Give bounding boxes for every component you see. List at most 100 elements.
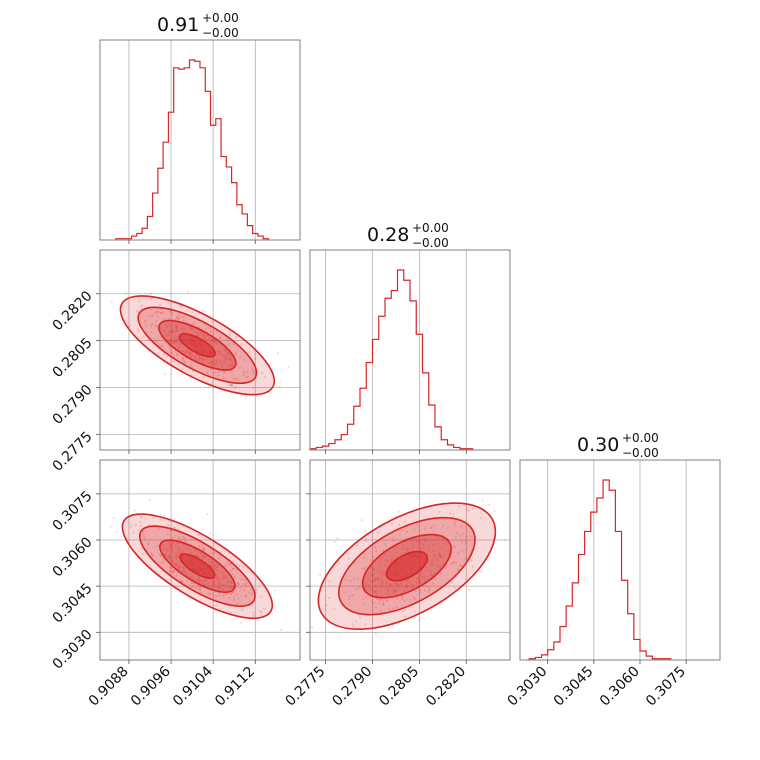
scatter-point-0-2	[186, 574, 189, 577]
scatter-point-1-2	[465, 540, 468, 543]
scatter-point-0-1	[175, 327, 178, 330]
scatter-point-1-2	[406, 548, 409, 551]
scatter-point-0-1	[229, 359, 232, 362]
scatter-point-0-2	[262, 607, 266, 610]
scatter-point-0-1	[224, 354, 227, 357]
scatter-point-0-2	[209, 552, 212, 555]
scatter-point-1-2	[370, 574, 373, 577]
scatter-point-0-2	[172, 542, 175, 545]
scatter-point-0-1	[218, 352, 221, 355]
scatter-point-1-2	[386, 581, 389, 584]
scatter-point-1-2	[378, 601, 381, 604]
scatter-point-0-1	[166, 326, 169, 329]
scatter-point-0-1	[190, 360, 193, 364]
scatter-point-1-2	[391, 536, 394, 539]
scatter-point-0-2	[137, 529, 140, 532]
scatter-point-1-2	[353, 577, 356, 580]
scatter-point-0-2	[177, 536, 180, 539]
scatter-point-1-2	[372, 572, 375, 576]
scatter-point-0-2	[222, 594, 225, 598]
scatter-point-1-2	[454, 520, 457, 523]
scatter-point-1-2	[386, 589, 389, 592]
scatter-point-0-1	[223, 371, 226, 375]
scatter-point-0-1	[195, 331, 198, 334]
scatter-point-0-2	[203, 549, 206, 552]
scatter-point-0-1	[176, 335, 179, 338]
scatter-point-0-1	[172, 341, 175, 344]
scatter-point-0-1	[173, 340, 176, 343]
scatter-point-1-2	[363, 529, 366, 532]
scatter-point-1-2	[438, 554, 441, 558]
scatter-point-0-2	[204, 577, 207, 581]
panel-2d-1-2	[306, 459, 511, 664]
scatter-point-1-2	[411, 583, 414, 586]
scatter-point-0-1	[173, 340, 176, 343]
title-value-1: 0.28	[367, 224, 409, 246]
scatter-point-0-1	[171, 330, 174, 333]
scatter-point-0-2	[214, 568, 217, 571]
scatter-point-0-2	[194, 549, 197, 552]
scatter-point-1-2	[386, 559, 389, 563]
scatter-point-0-1	[230, 364, 233, 367]
scatter-point-1-2	[447, 552, 450, 556]
scatter-point-0-1	[200, 357, 203, 360]
scatter-point-1-2	[418, 581, 422, 584]
scatter-point-1-2	[311, 626, 314, 629]
scatter-point-0-2	[229, 606, 232, 609]
scatter-point-0-2	[250, 571, 253, 574]
scatter-point-0-1	[227, 342, 230, 345]
scatter-point-1-2	[488, 503, 491, 506]
scatter-point-1-2	[373, 579, 376, 582]
scatter-point-0-1	[184, 361, 187, 364]
scatter-point-0-2	[174, 545, 177, 548]
scatter-point-1-2	[401, 547, 404, 550]
scatter-point-1-2	[470, 535, 473, 538]
scatter-point-0-2	[229, 580, 232, 583]
scatter-point-0-2	[181, 570, 184, 573]
contours-1-2	[317, 502, 497, 631]
scatter-point-0-1	[247, 375, 250, 378]
scatter-point-0-2	[197, 533, 200, 536]
scatter-point-1-2	[382, 549, 385, 552]
scatter-point-0-2	[202, 547, 205, 550]
scatter-point-1-2	[372, 568, 375, 571]
scatter-point-0-2	[260, 610, 263, 613]
scatter-point-0-2	[232, 599, 236, 602]
scatter-point-0-2	[143, 536, 146, 539]
scatter-point-0-1	[235, 386, 238, 389]
scatter-point-0-2	[169, 556, 172, 559]
panel-hist-2	[519, 459, 721, 664]
x-tick-label-1-2: 0.2805	[376, 664, 422, 710]
scatter-point-0-2	[139, 521, 142, 524]
scatter-point-0-2	[221, 576, 224, 579]
scatter-point-0-1	[170, 330, 173, 333]
scatter-point-1-2	[361, 567, 364, 570]
scatter-point-1-2	[464, 558, 467, 561]
scatter-point-0-1	[200, 309, 204, 312]
scatter-point-1-2	[381, 602, 385, 605]
scatter-point-0-1	[213, 372, 216, 375]
scatter-point-1-2	[374, 606, 378, 609]
scatter-point-0-1	[228, 344, 231, 347]
scatter-point-0-1	[173, 360, 176, 363]
scatter-point-0-1	[194, 354, 198, 357]
y-tick-label-1-3: 0.2820	[50, 288, 96, 334]
scatter-point-1-2	[418, 591, 421, 594]
scatter-point-0-2	[175, 554, 178, 557]
scatter-point-0-2	[141, 530, 145, 533]
scatter-point-1-2	[379, 569, 382, 573]
scatter-point-0-2	[163, 547, 166, 550]
scatter-point-1-2	[412, 538, 415, 541]
scatter-point-0-2	[280, 628, 283, 631]
scatter-point-0-2	[241, 565, 244, 568]
scatter-point-0-2	[229, 569, 232, 573]
scatter-point-0-2	[222, 573, 225, 576]
scatter-point-0-1	[213, 340, 216, 343]
scatter-point-0-2	[162, 557, 165, 560]
scatter-point-0-1	[226, 358, 229, 361]
scatter-point-1-2	[446, 527, 450, 530]
scatter-point-0-2	[190, 551, 193, 555]
scatter-point-0-1	[245, 376, 248, 379]
